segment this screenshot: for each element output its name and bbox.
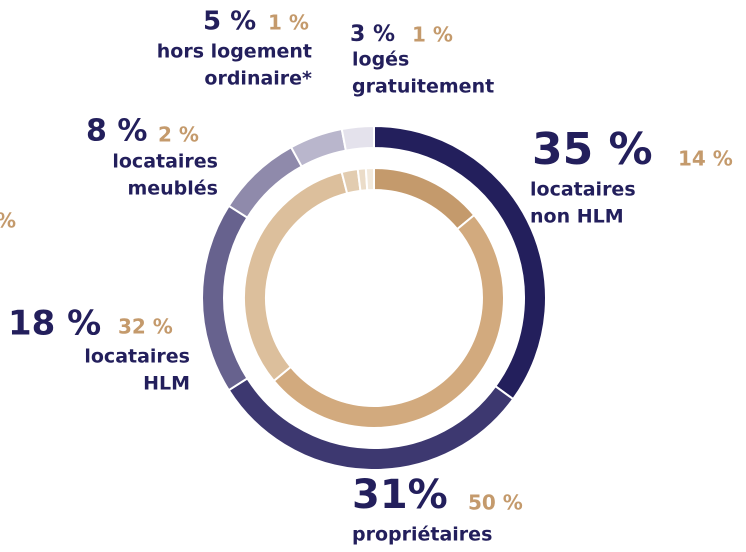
donut-segment [201,204,249,392]
donut-segment [340,124,375,152]
donut-segment [243,170,349,383]
category-label: meublés [127,178,218,200]
share-label-secondary: 1 % [412,23,453,47]
category-label: locataires [530,179,636,201]
share-label: 3 % [350,22,395,47]
donut-segment [373,166,476,231]
share-label-secondary: 32 % [118,315,173,339]
donut-segment [272,213,505,429]
category-label: locataires [84,346,190,368]
category-label: ordinaire* [204,68,312,90]
share-label: 31% [352,472,448,518]
share-label-secondary: 50 % [468,491,523,515]
donut-segment [364,166,375,192]
category-label: logés [352,49,409,71]
category-label: HLM [143,373,190,395]
donut-segment [373,124,547,401]
category-label: locataires [112,151,218,173]
share-label-secondary: 2 % [158,123,199,147]
share-label-secondary: 14 % [678,147,733,171]
category-label: non HLM [530,206,624,228]
share-label: 18 % [8,304,101,344]
share-label: 5 % [203,7,256,37]
share-label: 35 % [532,124,653,175]
share-label: 8 % [86,114,147,149]
category-label: hors logement [157,41,312,63]
category-label: gratuitement [352,76,494,98]
category-label: propriétaires [352,524,492,546]
donut-segment [289,127,348,168]
share-label-secondary: 1 % [268,11,309,35]
cropped-label: % [0,209,16,233]
